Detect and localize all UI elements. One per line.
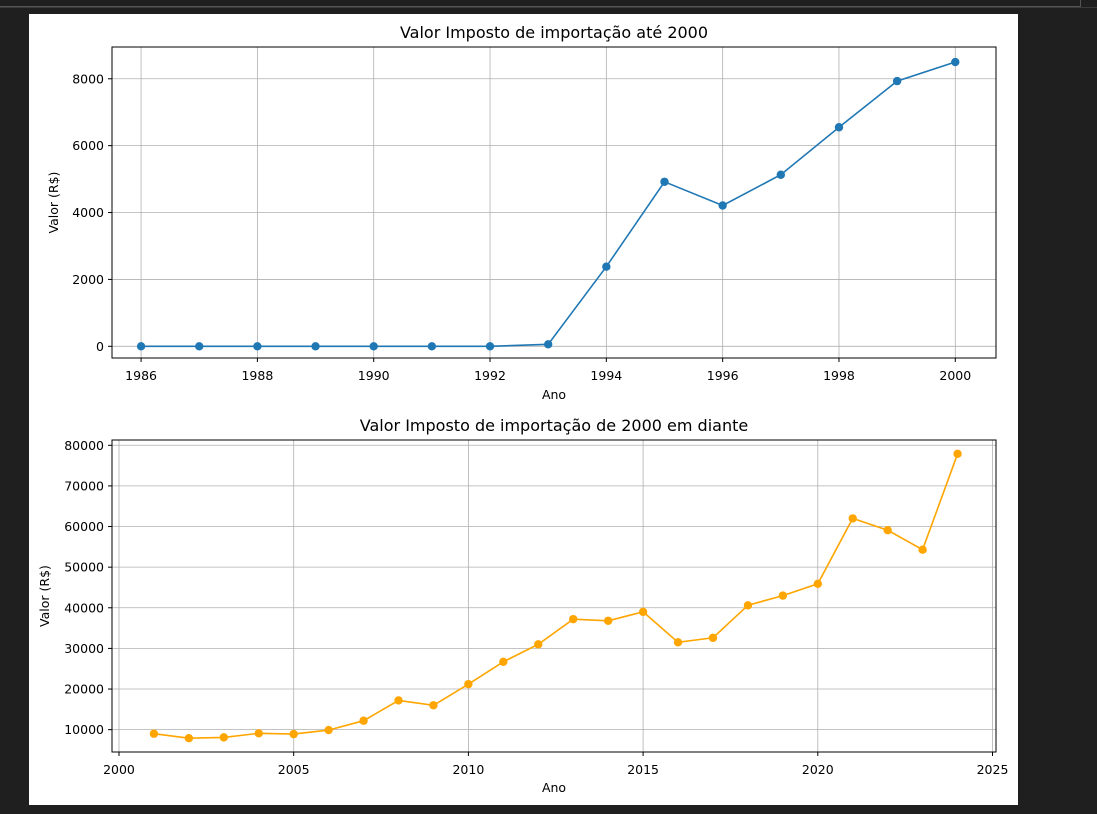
chart2-title: Valor Imposto de importação de 2000 em d… <box>360 416 748 435</box>
chart1-y-tick-label-3: 6000 <box>72 138 104 153</box>
chart1-x-tick-label-1: 1988 <box>241 368 273 383</box>
chart2-x-tick-label-5: 2025 <box>977 762 1009 777</box>
chart2-data-point-22 <box>918 545 927 554</box>
chart1-data-point-11 <box>776 170 786 179</box>
chart2-y-tick-label-2: 30000 <box>64 641 104 656</box>
chart2-y-tick-label-1: 20000 <box>64 682 104 697</box>
chart1-title: Valor Imposto de importação até 2000 <box>400 23 708 42</box>
chart2-data-point-19 <box>813 579 823 589</box>
chart2-data-point-10 <box>499 657 508 667</box>
chart1-x-tick-label-7: 2000 <box>939 368 971 383</box>
chart1-x-tick-label-4: 1994 <box>590 368 622 383</box>
chart2-x-tick-label-1: 2005 <box>278 762 310 777</box>
chart1-y-tick-label-2: 4000 <box>72 205 104 220</box>
chart2-data-point-3 <box>254 729 263 738</box>
chart1-data-point-8 <box>602 262 611 271</box>
chart1-y-tick-label-0: 0 <box>96 339 104 354</box>
figure-canvas: 1986 1988 1990 1992 1994 1996 1998 2000 0 2000 400… <box>29 14 1018 805</box>
chart2-y-tick-label-3: 40000 <box>64 600 104 615</box>
chart2-data-point-12 <box>569 614 578 624</box>
chart1-axes-frame <box>111 46 997 359</box>
chart1-x-tick-label-2: 1990 <box>358 368 390 383</box>
chart2-data-point-6 <box>359 716 368 725</box>
chart2-data-point-8 <box>429 701 438 710</box>
chart2-data-point-5 <box>324 725 333 735</box>
chart2-x-tick-label-4: 2020 <box>802 762 834 777</box>
chart1-data-point-10 <box>718 201 727 210</box>
chart2-series-line <box>153 453 959 740</box>
chart1-series-line <box>141 61 956 348</box>
chart1-data-point-9 <box>660 177 669 186</box>
chart1-y-axis-label: Valor (R$) <box>46 172 61 234</box>
chart2-data-point-13 <box>603 616 613 625</box>
chart1-data-point-6 <box>485 342 495 351</box>
chart2-data-point-2 <box>219 733 229 742</box>
chart1-y-tick-label-1: 2000 <box>72 272 104 287</box>
chart2-axes-frame <box>111 439 997 753</box>
chart2-y-tick-label-7: 80000 <box>64 438 104 453</box>
chart1-x-axis-label: Ano <box>542 387 566 402</box>
chart2-data-point-0 <box>149 729 159 738</box>
chart2-data-point-1 <box>184 733 194 743</box>
chart2-y-axis-label: Valor (R$) <box>37 565 52 627</box>
chart1-data-point-3 <box>311 342 320 351</box>
window-top-border <box>0 0 1097 8</box>
chart2-data-point-17 <box>743 601 753 610</box>
chart1-data-point-7 <box>543 340 553 349</box>
chart1-x-tick-label-5: 1996 <box>707 368 739 383</box>
chart2-data-point-21 <box>883 525 892 535</box>
chart2-data-point-23 <box>953 449 962 459</box>
chart2-data-point-11 <box>534 640 543 649</box>
chart2-x-tick-label-0: 2000 <box>103 762 135 777</box>
chart2-data-point-15 <box>673 638 683 647</box>
chart1-data-point-14 <box>951 57 960 67</box>
chart2-data-point-18 <box>778 591 788 600</box>
chart1-x-tick-label-6: 1998 <box>823 368 855 383</box>
chart1-data-point-5 <box>427 342 437 351</box>
chart2-data-point-16 <box>708 633 718 643</box>
chart2-data-point-9 <box>464 679 473 689</box>
chart2-y-tick-label-4: 50000 <box>64 560 104 575</box>
chart1-data-point-4 <box>369 342 378 351</box>
chart2-data-point-4 <box>289 729 298 739</box>
chart1-data-point-0 <box>136 342 146 351</box>
figure-svg: 1986 1988 1990 1992 1994 1996 1998 200002000400… <box>37 23 1009 795</box>
chart2-data-point-7 <box>394 696 403 705</box>
chart1-data-point-13 <box>892 76 902 86</box>
chart1-data-point-1 <box>195 342 204 351</box>
chart2-y-tick-label-5: 60000 <box>64 519 104 534</box>
chart2-y-tick-label-0: 10000 <box>64 722 104 737</box>
chart1-data-point-2 <box>253 342 262 351</box>
chart2-x-tick-label-2: 2010 <box>452 762 484 777</box>
chart1-y-tick-label-4: 8000 <box>72 71 104 86</box>
window-top-segment <box>0 0 1081 7</box>
chart2-x-axis-label: Ano <box>542 780 566 795</box>
chart1-x-tick-label-3: 1992 <box>474 368 506 383</box>
chart1-data-point-12 <box>834 123 844 132</box>
chart2-y-tick-label-6: 70000 <box>64 478 104 493</box>
chart2-data-point-14 <box>638 607 648 617</box>
chart2-data-point-20 <box>848 514 857 523</box>
chart1-x-tick-label-0: 1986 <box>125 368 157 383</box>
chart2-x-tick-label-3: 2015 <box>627 762 659 777</box>
